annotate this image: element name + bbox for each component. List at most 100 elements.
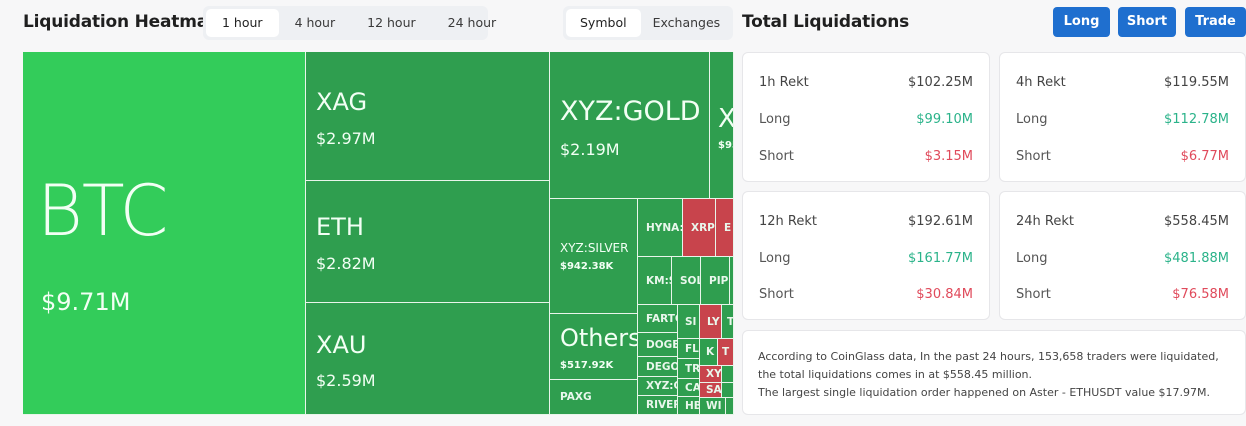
tile-flx[interactable]: FLX [678,339,700,359]
long-button[interactable]: Long [1053,7,1110,37]
tile-tiny-2[interactable] [722,366,734,383]
card-1h-rekt: 1h Rekt $102.25M Long $99.10M Short $3.15M [742,52,990,182]
tile-km-s[interactable]: KM:S [638,257,672,305]
tile-e[interactable]: E [716,199,734,257]
tile-pip[interactable]: PIP [701,257,730,305]
tile-xyz-silver[interactable]: XYZ:SILVER $942.38K [550,199,638,314]
tile-t-short[interactable]: T [718,339,734,366]
card-total: $119.55M [1164,75,1229,90]
tile-symbol: XAG [316,88,368,116]
tile-symbol: RIVER [646,399,678,411]
tile-xyz-gold[interactable]: XYZ:GOLD $2.19M [550,52,710,199]
card-total: $558.45M [1164,214,1229,229]
tile-symbol: FARTC [646,312,677,325]
card-4h-rekt: 4h Rekt $119.55M Long $112.78M Short $6.77M [999,52,1246,182]
tile-btc[interactable]: BTC $9.71M [23,52,306,415]
tile-symbol: E [724,221,732,234]
tile-doge[interactable]: DOGE [638,333,678,357]
tile-symbol: FLX [685,342,699,355]
tile-others[interactable]: Others $517.92K [550,314,638,380]
tile-paxg[interactable]: PAXG [550,380,638,415]
tab-1-hour[interactable]: 1 hour [206,9,279,37]
card-label: 12h Rekt [759,214,817,229]
tile-value: $517.92K [560,360,614,371]
tile-xrp[interactable]: XRP [683,199,716,257]
tile-hba[interactable]: HBA [678,397,700,415]
long-value: $481.88M [1164,251,1229,266]
card-label: 4h Rekt [1016,75,1066,90]
long-label: Long [1016,112,1048,127]
tile-cas[interactable]: CAS [678,379,700,397]
tile-xag[interactable]: XAG $2.97M [306,52,550,181]
tile-sol[interactable]: SOL [672,257,701,305]
tile-hyna[interactable]: HYNA:H [638,199,683,257]
card-label: 24h Rekt [1016,214,1074,229]
tile-dego[interactable]: DEGO [638,357,678,377]
long-value: $161.77M [908,251,973,266]
card-label: 1h Rekt [759,75,809,90]
tile-symbol: SI [685,315,697,328]
tile-symbol: XY [706,368,722,380]
short-value: $3.15M [924,149,973,164]
tile-symbol: PIP [709,274,729,287]
tile-symbol: XYZ:GOLD [560,96,701,127]
tile-si[interactable]: SI [678,305,700,339]
tile-symbol: HYNA:H [646,221,682,234]
tab-12-hour[interactable]: 12 hour [367,15,416,30]
tab-exchanges[interactable]: Exchanges [652,15,721,30]
short-value: $6.77M [1180,149,1229,164]
short-value: $76.58M [1172,287,1229,302]
short-button[interactable]: Short [1118,7,1176,37]
tile-tiny[interactable] [730,257,734,305]
tile-symbol: SOL [680,274,701,287]
tile-symbol: HBA [685,399,699,412]
tile-symbol: LY [707,315,720,328]
liquidation-summary: According to CoinGlass data, In the past… [742,330,1246,415]
tile-symbol: Others [560,324,638,352]
tile-river[interactable]: RIVER [638,396,678,415]
tile-symbol: DOGE [646,338,678,351]
tile-ly[interactable]: LY [700,305,722,339]
tile-symbol: X [718,104,733,134]
tile-symbol: T [722,346,730,358]
tile-k[interactable]: K [700,339,718,366]
tile-value: $2.82M [316,254,376,273]
tile-symbol: XYZ:C [646,380,678,392]
tile-value: $942.38K [560,261,614,272]
tile-symbol: KM:S [646,274,671,287]
tab-24-hour[interactable]: 24 hour [447,15,497,30]
tile-value: $2.97M [316,129,376,148]
long-label: Long [759,112,791,127]
short-label: Short [1016,149,1051,164]
tile-xau[interactable]: XAU $2.59M [306,303,550,415]
long-value: $112.78M [1164,112,1229,127]
tab-4-hour[interactable]: 4 hour [294,15,336,30]
tab-symbol[interactable]: Symbol [566,9,641,37]
tile-xyz-c[interactable]: XYZ:C [638,377,678,396]
tile-t[interactable]: T [722,305,734,339]
tile-symbol: XYZ:SILVER [560,241,629,255]
tile-wi[interactable]: WI [700,398,726,415]
summary-line-2: The largest single liquidation order hap… [758,386,1211,399]
tile-tiny-4[interactable] [726,398,734,415]
tile-xy[interactable]: XY [700,366,722,383]
tile-symbol: TRU [685,362,700,375]
tile-symbol: XAU [316,331,367,359]
tile-value: $2.59M [316,371,376,390]
tile-symbol: ETH [316,213,364,241]
tile-symbol: BTC [37,170,168,252]
trade-button[interactable]: Trade [1185,7,1246,37]
view-mode-tabs: Symbol Exchanges [563,6,733,40]
tile-tru[interactable]: TRU [678,359,700,379]
card-total: $192.61M [908,214,973,229]
total-liquidations-title: Total Liquidations [742,12,910,32]
tile-value: $9.71M [41,288,131,316]
tile-tiny-3[interactable] [722,383,734,398]
tile-eth[interactable]: ETH $2.82M [306,181,550,303]
tile-symbol: PAXG [560,391,592,403]
tile-fartc[interactable]: FARTC [638,305,678,333]
tile-sa[interactable]: SA [700,383,722,398]
tile-symbol: DEGO [646,360,678,373]
tile-x[interactable]: X $95 [710,52,734,199]
tile-symbol: XRP [691,221,715,234]
